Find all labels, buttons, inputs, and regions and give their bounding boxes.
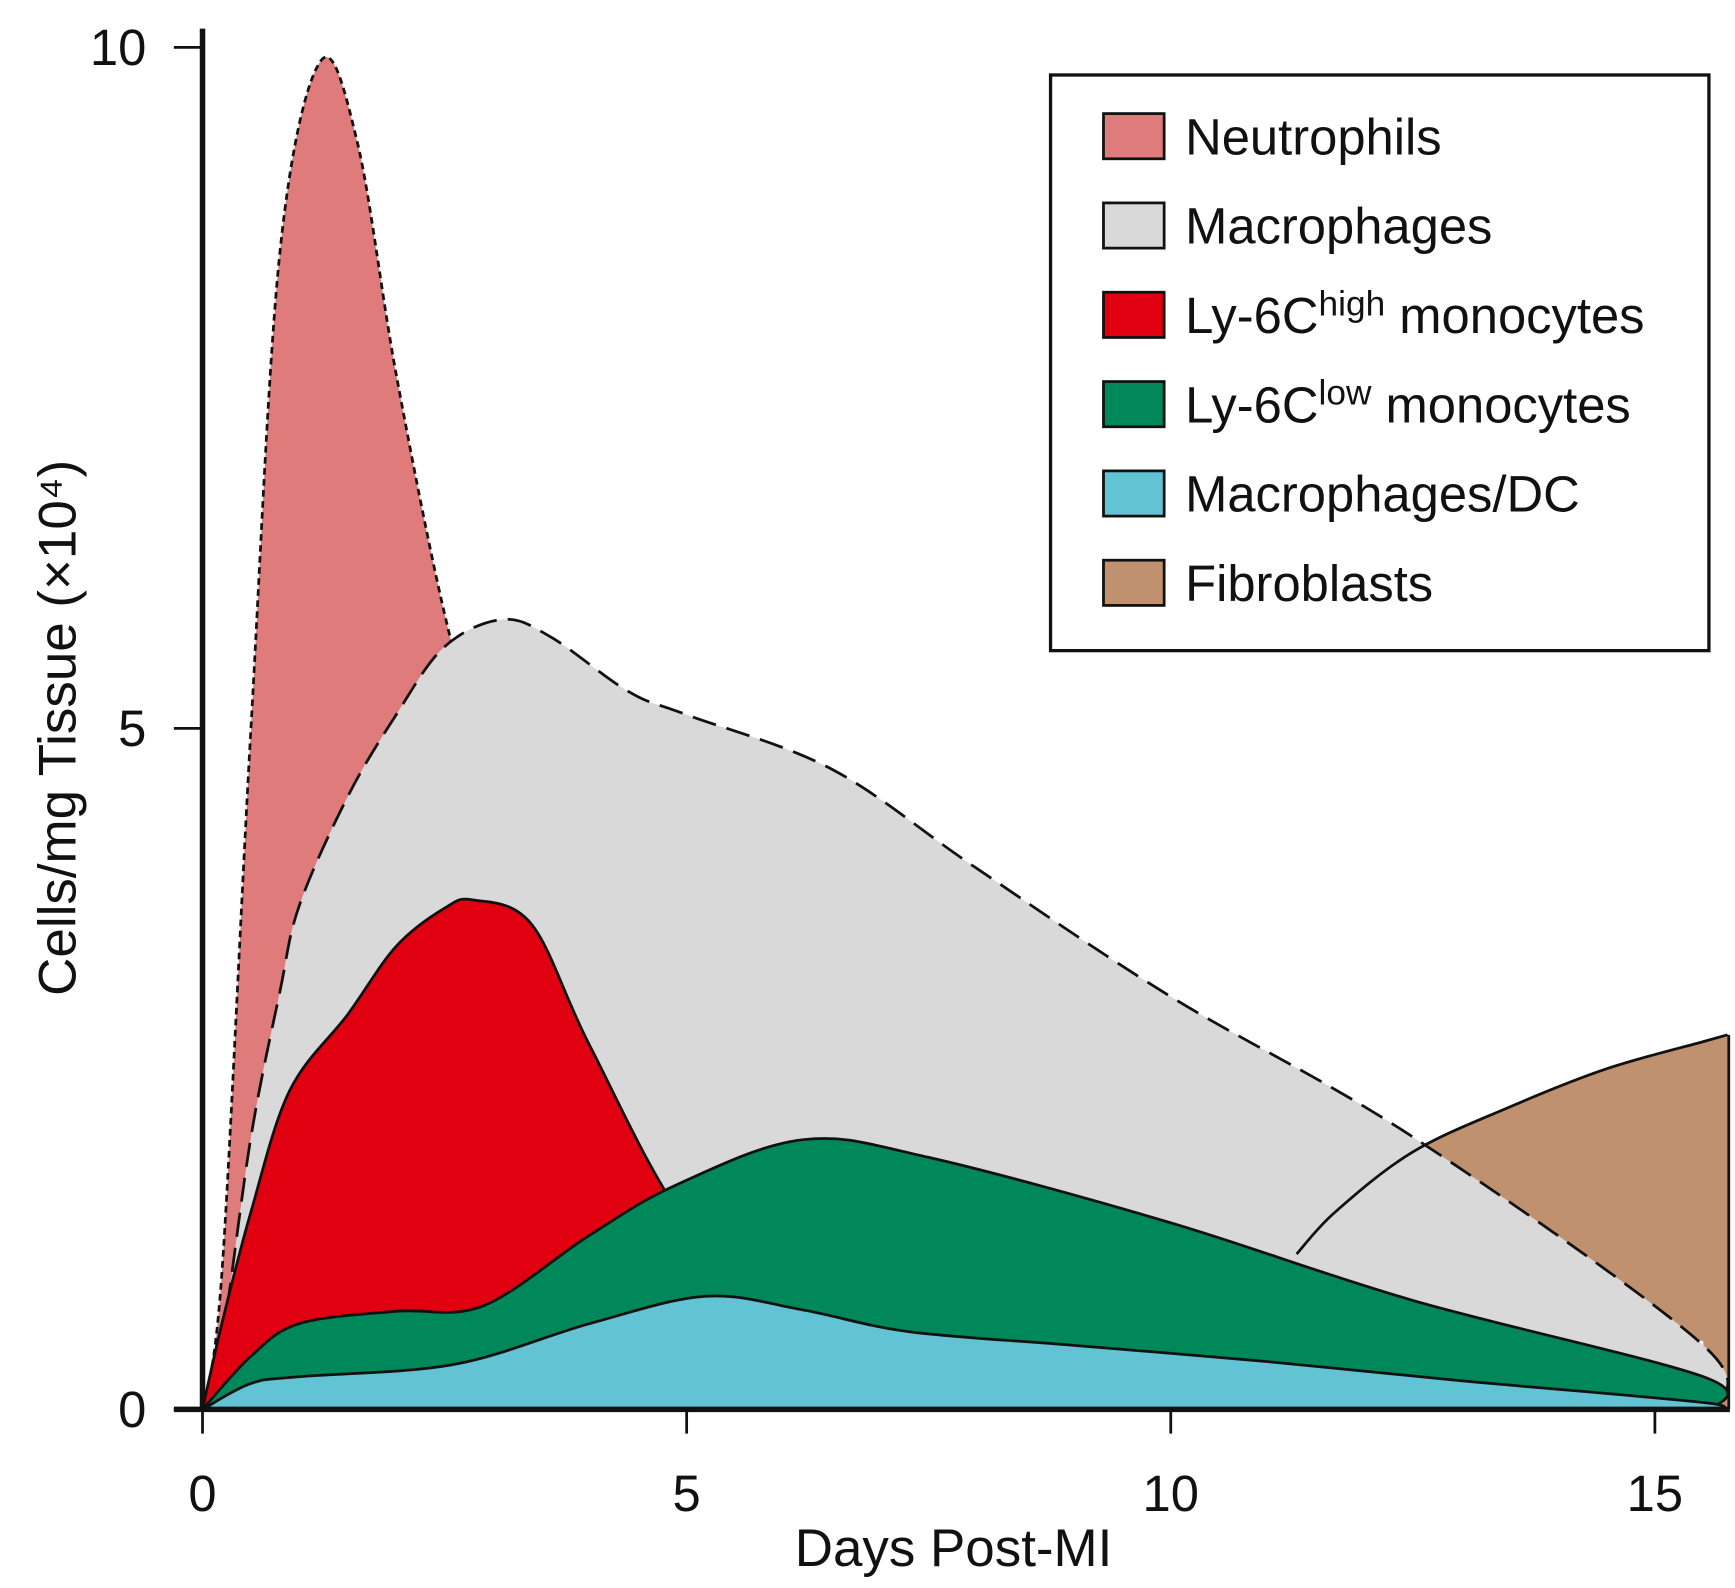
legend-swatch xyxy=(1102,201,1166,250)
y-axis-label: Cells/mg Tissue (×10⁴) xyxy=(29,460,88,996)
legend-swatch xyxy=(1102,558,1166,607)
line-fibroblasts xyxy=(1295,1033,1728,1256)
area-macrophages_dc xyxy=(202,1295,1725,1410)
line-neutrophils xyxy=(201,55,785,1411)
area-ly6c_high xyxy=(202,899,978,1410)
legend-label: Ly-6Clow monocytes xyxy=(1185,374,1631,434)
legend-swatch xyxy=(1102,469,1166,518)
y-tick-label: 5 xyxy=(118,700,146,757)
x-axis-label: Days Post-MI xyxy=(795,1519,1113,1578)
legend-swatch xyxy=(1102,380,1166,429)
line-macrophages_dc xyxy=(201,1294,1726,1411)
legend-label: Macrophages/DC xyxy=(1185,466,1580,523)
line-ly6c_low xyxy=(201,1137,1730,1411)
legend-label: Fibroblasts xyxy=(1185,555,1433,612)
legend-item-neutrophils: Neutrophils xyxy=(1102,108,1442,165)
legend-box xyxy=(1048,73,1711,653)
x-tick-label: 5 xyxy=(673,1465,701,1522)
legend-item-macrophages: Macrophages xyxy=(1102,198,1492,255)
legend-item-fibroblasts: Fibroblasts xyxy=(1102,555,1433,612)
legend-item-ly6c_high: Ly-6Chigh monocytes xyxy=(1102,284,1645,344)
legend-label: Macrophages xyxy=(1185,198,1492,255)
legend-item-macrophages_dc: Macrophages/DC xyxy=(1102,466,1580,523)
x-tick-label: 0 xyxy=(188,1465,216,1522)
legend-swatch xyxy=(1102,290,1166,339)
legend: Neutrophils Macrophages Ly-6Chigh monocyte… xyxy=(1048,73,1711,653)
y-tick-label: 0 xyxy=(118,1381,146,1438)
legend-swatch xyxy=(1102,112,1166,161)
x-tick-label: 10 xyxy=(1143,1465,1199,1522)
plot-areas xyxy=(201,55,1731,1411)
x-tick-label: 15 xyxy=(1627,1465,1683,1522)
legend-label: Ly-6Chigh monocytes xyxy=(1185,284,1644,344)
line-macrophages xyxy=(201,617,1730,1410)
axes xyxy=(173,28,1730,1413)
legend-label: Neutrophils xyxy=(1185,108,1442,165)
legend-item-ly6c_low: Ly-6Clow monocytes xyxy=(1102,374,1631,434)
y-tick-label: 10 xyxy=(90,19,146,76)
ticks: 0 5 10 15 0 5 10 xyxy=(90,19,1683,1522)
